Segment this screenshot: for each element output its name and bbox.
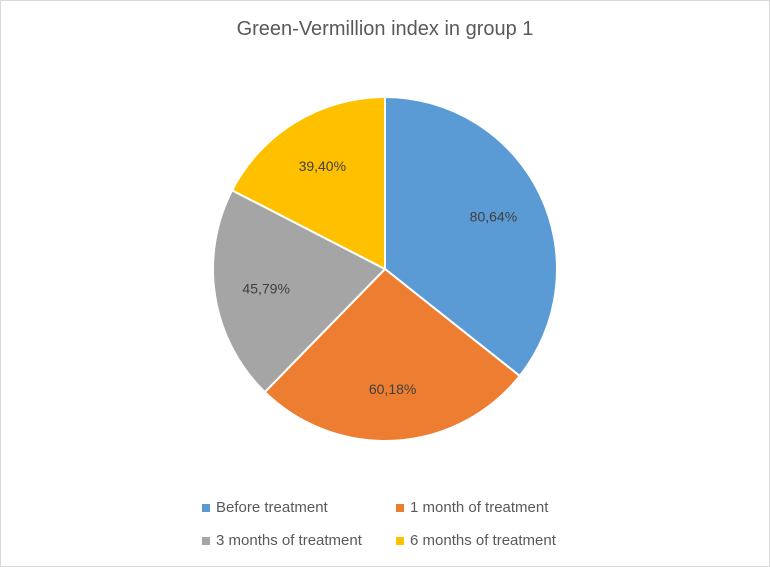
data-label-2: 45,79%: [242, 280, 289, 296]
pie-slice-1: [263, 267, 522, 442]
pie-slice-2: [212, 188, 387, 394]
pie-slice-0: [384, 95, 558, 378]
data-label-3: 39,40%: [299, 158, 346, 174]
chart-title: Green-Vermillion index in group 1: [236, 18, 534, 40]
data-label-0: 80,64%: [470, 209, 517, 225]
data-label-1: 60,18%: [369, 381, 416, 397]
pie-slice-3: [230, 95, 386, 271]
